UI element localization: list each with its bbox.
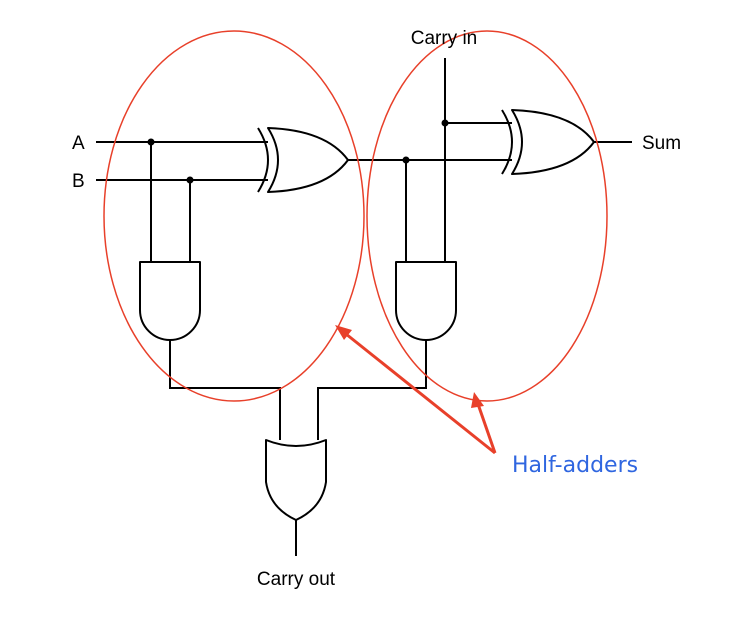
half-adder-ellipse-2 — [366, 30, 608, 402]
callout-arrowhead-left — [335, 325, 352, 340]
xor-gate-1 — [257, 127, 349, 193]
callout-arrows — [335, 325, 497, 455]
half-adder-ellipse-1 — [103, 30, 365, 402]
wire-and2-out — [317, 340, 427, 440]
xor-gate-2 — [501, 109, 595, 175]
and-gate-1 — [139, 261, 201, 341]
callout-arrow-left — [345, 332, 496, 455]
and-gate-2 — [395, 261, 457, 341]
callout-arrow-right — [476, 403, 497, 454]
junction-a — [147, 138, 155, 146]
label-input-b: B — [72, 171, 85, 192]
label-carry-out: Carry out — [257, 569, 336, 590]
label-sum: Sum — [642, 133, 681, 154]
wire-and1-out — [169, 340, 281, 440]
junction-b — [186, 176, 194, 184]
label-half-adders: Half-adders — [512, 453, 638, 478]
junction-xor1 — [402, 156, 410, 164]
junction-carry-in — [441, 119, 449, 127]
label-carry-in: Carry in — [411, 28, 478, 49]
wires — [96, 58, 632, 556]
or-gate — [265, 439, 327, 521]
callout-arrowhead-right — [471, 392, 484, 408]
label-input-a: A — [72, 133, 85, 154]
junctions — [147, 119, 449, 184]
